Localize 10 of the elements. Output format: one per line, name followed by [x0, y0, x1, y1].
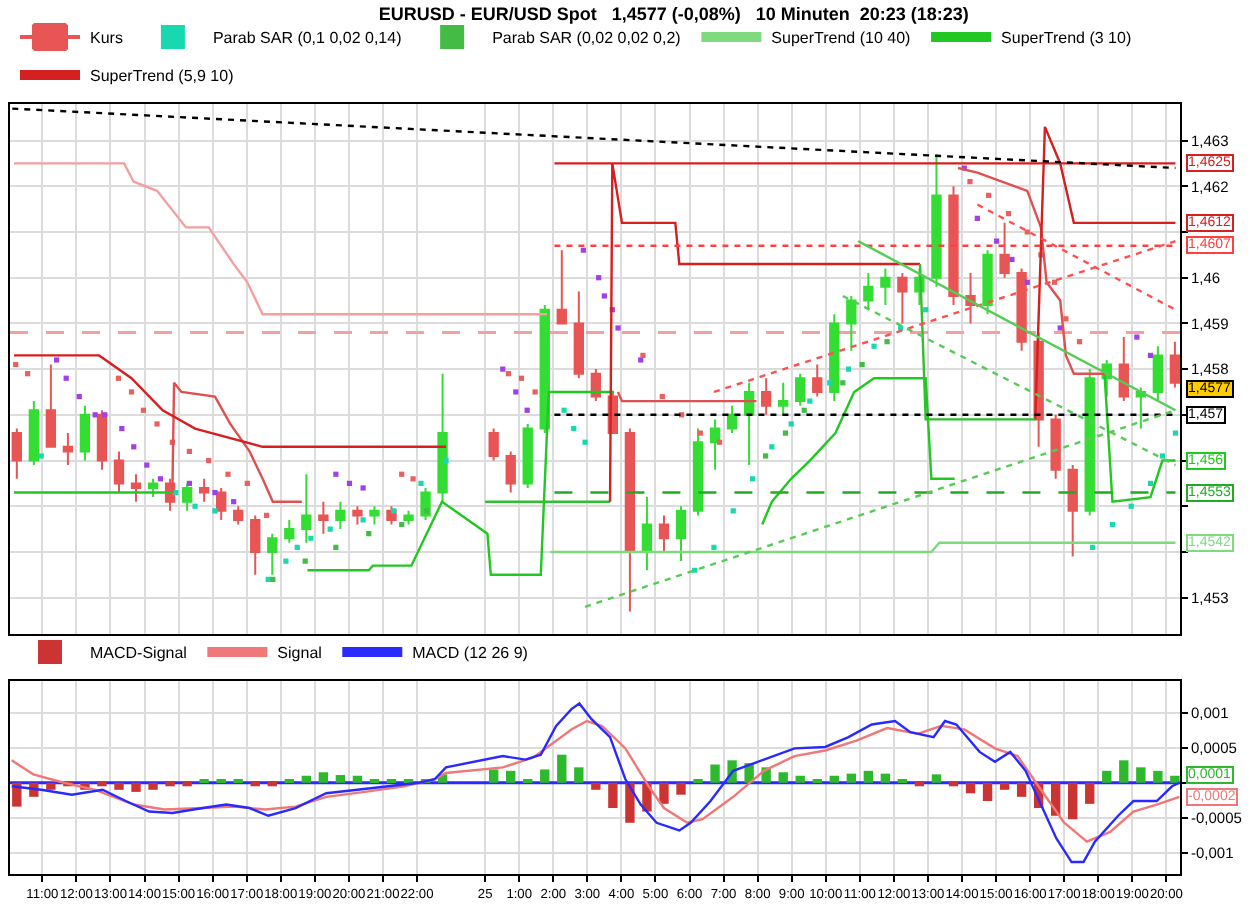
legend-label: MACD (12 26 9) [412, 644, 529, 663]
legend-label: Kurs [90, 29, 123, 48]
legend-label: SuperTrend (10 40) [771, 29, 912, 48]
legend-label: Parab SAR (0,1 0,02 0,14) [212, 29, 403, 48]
legend-label: SuperTrend (3 10) [1001, 29, 1132, 48]
legend-label: Parab SAR (0,02 0,02 0,2) [492, 29, 682, 48]
chart-title: EURUSD - EUR/USD Spot 1,4577 (-0,08%) 10 Minuten 20:23 (18:23) [378, 4, 969, 25]
legend-label: SuperTrend (5,9 10) [90, 67, 235, 86]
legend-label: Signal [277, 644, 323, 663]
legend-label: MACD-Signal [90, 644, 188, 663]
